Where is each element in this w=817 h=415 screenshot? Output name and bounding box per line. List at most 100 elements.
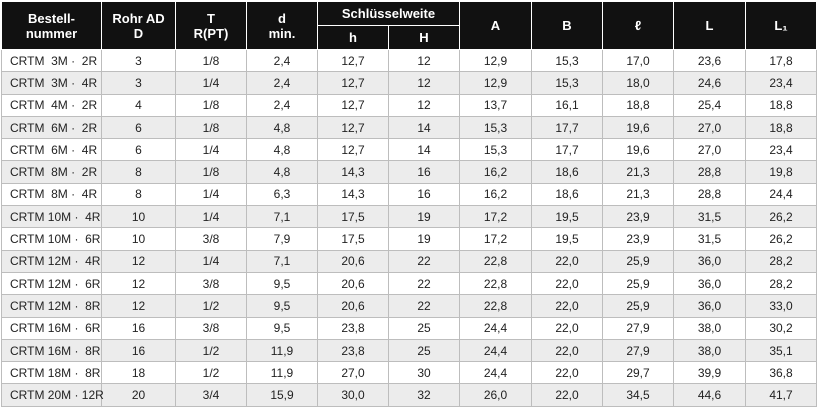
- table-cell: 6: [101, 115, 176, 140]
- table-row: CRTM 10M · 6R 10 3/8 7,9 17,5 19 17,2 19,5 23,9 3…: [1, 227, 817, 251]
- table-cell: 3/8: [175, 316, 247, 340]
- table-cell: 16,1: [531, 93, 603, 117]
- table-cell: 17,5: [317, 205, 389, 229]
- header-text: ℓ: [634, 18, 642, 33]
- table-cell: 36,8: [745, 361, 817, 385]
- order-number: CRTM 12M · 4R: [1, 249, 102, 273]
- header-text: d: [278, 10, 286, 26]
- table-cell: 28,8: [673, 160, 746, 184]
- table-cell: 1/4: [175, 138, 247, 162]
- table-cell: 16: [388, 182, 460, 207]
- table-cell: 4,8: [246, 160, 318, 184]
- order-number: CRTM 16M · 6R: [1, 316, 102, 340]
- table-cell: 2,4: [246, 93, 318, 117]
- table-cell: 17,2: [459, 205, 532, 229]
- table-cell: 11,9: [246, 361, 318, 385]
- table-row: CRTM 3M · 2R 3 1/8 2,4 12,7 12 12,9 15,3 17,0 23,…: [1, 48, 817, 73]
- table-cell: 19,5: [531, 227, 603, 251]
- table-cell: 14: [388, 138, 460, 162]
- table-cell: 36,0: [673, 271, 746, 296]
- table-cell: 22,8: [459, 249, 532, 273]
- table-cell: 30,2: [745, 316, 817, 340]
- order-number: CRTM 3M · 4R: [1, 71, 102, 95]
- table-cell: 30,0: [317, 383, 389, 407]
- table-cell: 1/8: [175, 48, 247, 73]
- table-cell: 27,0: [317, 361, 389, 385]
- table-cell: 21,3: [602, 182, 674, 207]
- table-cell: 12,7: [317, 48, 389, 73]
- order-number: CRTM 4M · 2R: [1, 93, 102, 117]
- table-cell: 8: [101, 182, 176, 207]
- table-cell: 25: [388, 316, 460, 340]
- table-cell: 28,2: [745, 249, 817, 273]
- table-cell: 41,7: [745, 383, 817, 407]
- table-cell: 15,9: [246, 383, 318, 407]
- order-number: CRTM 6M · 2R: [1, 115, 102, 140]
- table-cell: 23,8: [317, 316, 389, 340]
- header-cell: H: [388, 25, 460, 50]
- page: Bestell-nummer Rohr AD D T R(PT) d min. Schlüss…: [0, 1, 817, 407]
- table-cell: 22,0: [531, 316, 603, 340]
- table-cell: 18,8: [745, 93, 817, 117]
- table-cell: 18,0: [602, 71, 674, 95]
- table-cell: 18: [101, 361, 176, 385]
- table-cell: 20,6: [317, 249, 389, 273]
- table-cell: 19,8: [745, 160, 817, 184]
- table-cell: 16: [101, 316, 176, 340]
- order-number: CRTM 16M · 8R: [1, 338, 102, 363]
- table-cell: 23,8: [317, 338, 389, 363]
- table-cell: 24,4: [459, 316, 532, 340]
- table-cell: 4: [101, 93, 176, 117]
- table-cell: 16: [101, 338, 176, 363]
- table-cell: 19,6: [602, 115, 674, 140]
- table-cell: 27,9: [602, 338, 674, 363]
- table-cell: 22,0: [531, 249, 603, 273]
- table-cell: 13,7: [459, 93, 532, 117]
- table-row: CRTM 12M · 6R 12 3/8 9,5 20,6 22 22,8 22,0 25,9 3…: [1, 271, 817, 296]
- table-cell: 3/8: [175, 271, 247, 296]
- header-cell: Bestell-nummer: [1, 1, 102, 50]
- header-cell: L₁: [745, 1, 817, 50]
- table-cell: 14,3: [317, 182, 389, 207]
- table-cell: 12,7: [317, 71, 389, 95]
- header-cell: L: [673, 1, 746, 50]
- table-cell: 24,4: [459, 361, 532, 385]
- table-cell: 1/8: [175, 93, 247, 117]
- header-cell: d min.: [246, 1, 318, 50]
- table-cell: 9,5: [246, 271, 318, 296]
- order-number: CRTM 6M · 4R: [1, 138, 102, 162]
- table-cell: 6,3: [246, 182, 318, 207]
- table-cell: 29,7: [602, 361, 674, 385]
- table-row: CRTM 8M · 2R 8 1/8 4,8 14,3 16 16,2 18,6 21,3 28,…: [1, 160, 817, 184]
- table-cell: 14,3: [317, 160, 389, 184]
- table-cell: 12: [101, 249, 176, 273]
- header-text: D: [133, 25, 144, 41]
- table-cell: 15,3: [531, 71, 603, 95]
- table-cell: 12,7: [317, 93, 389, 117]
- table-cell: 21,3: [602, 160, 674, 184]
- table-cell: 12,7: [317, 138, 389, 162]
- table-cell: 22,0: [531, 383, 603, 407]
- table-row: CRTM 12M · 4R 12 1/4 7,1 20,6 22 22,8 22,0 25,9 3…: [1, 249, 817, 273]
- table-cell: 18,6: [531, 160, 603, 184]
- table-cell: 18,6: [531, 182, 603, 207]
- table-cell: 2,4: [246, 48, 318, 73]
- table-cell: 23,9: [602, 227, 674, 251]
- header-text: L₁: [774, 18, 788, 33]
- table-cell: 17,0: [602, 48, 674, 73]
- table-cell: 30: [388, 361, 460, 385]
- table-cell: 1/2: [175, 361, 247, 385]
- header-text: A: [490, 18, 501, 33]
- table-cell: 15,3: [459, 138, 532, 162]
- table-cell: 35,1: [745, 338, 817, 363]
- order-number: CRTM 20M · 12R: [1, 383, 104, 407]
- table-cell: 22,0: [531, 361, 603, 385]
- table-cell: 27,0: [673, 115, 746, 140]
- table-cell: 28,8: [673, 182, 746, 207]
- table-cell: 12: [388, 71, 460, 95]
- table-cell: 27,0: [673, 138, 746, 162]
- table-row: CRTM 6M · 2R 6 1/8 4,8 12,7 14 15,3 17,7 19,6 27,…: [1, 115, 817, 140]
- table-cell: 15,3: [531, 48, 603, 73]
- table-header: Bestell-nummer Rohr AD D T R(PT) d min. Schlüss…: [1, 1, 817, 50]
